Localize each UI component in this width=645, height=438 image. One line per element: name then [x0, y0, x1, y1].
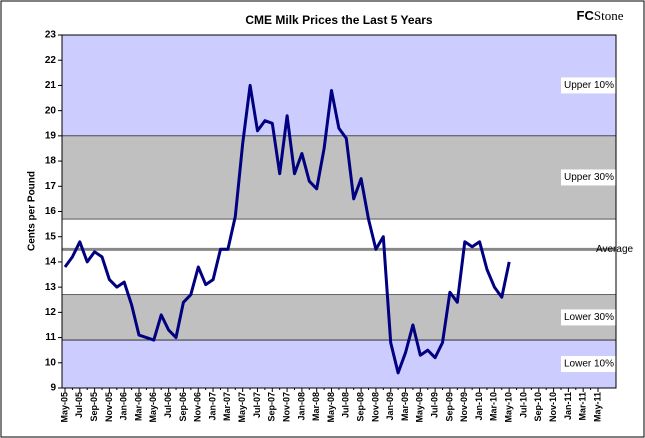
- band-label-box: [561, 309, 617, 326]
- x-tick-label: Sep-06: [178, 392, 188, 422]
- y-tick-label: 18: [45, 156, 57, 167]
- x-tick-label: Jan-09: [385, 392, 395, 421]
- x-tick-label: May-11: [592, 392, 602, 422]
- band-label-box: [561, 169, 617, 186]
- x-tick-label: Jul-10: [518, 392, 528, 418]
- x-tick-label: Mar-08: [311, 392, 321, 421]
- x-tick-label: May-10: [504, 392, 514, 423]
- x-tick-label: Jul-07: [252, 392, 262, 418]
- x-tick-label: Jul-06: [163, 392, 173, 418]
- band: [61, 135, 617, 220]
- x-tick-label: Jan-10: [474, 392, 484, 421]
- price-line: [63, 83, 511, 375]
- y-tick-label: 9: [50, 383, 56, 394]
- band: [61, 294, 617, 341]
- x-tick-label: Jan-11: [563, 392, 573, 420]
- x-tick-label: Sep-05: [89, 392, 99, 422]
- band-label-box: [561, 77, 617, 94]
- x-tick-label: Mar-09: [400, 392, 410, 421]
- x-tick-label: Nov-06: [193, 392, 203, 422]
- y-tick-label: 14: [45, 257, 57, 268]
- x-tick-label: Mar-07: [222, 392, 232, 421]
- band-label: Upper 30%: [564, 172, 614, 183]
- x-tick-label: Sep-09: [444, 392, 454, 422]
- x-tick-label: May-05: [59, 392, 69, 423]
- band-label-box: [561, 356, 617, 373]
- x-tick-label: Mar-10: [489, 392, 499, 421]
- x-tick-label: Mar-11: [578, 392, 588, 421]
- x-tick-label: Sep-07: [267, 392, 277, 422]
- x-tick-label: Nov-09: [459, 392, 469, 422]
- y-tick-label: 15: [45, 231, 57, 242]
- y-tick-label: 16: [45, 206, 57, 217]
- x-tick-label: Jan-08: [296, 392, 306, 421]
- band-label: Upper 10%: [564, 80, 614, 91]
- y-tick-label: 19: [45, 130, 57, 141]
- x-tick-label: Sep-08: [355, 392, 365, 422]
- y-tick-label: 21: [45, 80, 57, 91]
- logo: FCStone: [577, 8, 624, 23]
- logo-bold: FC: [577, 8, 595, 23]
- x-tick-label: Sep-10: [533, 392, 543, 422]
- y-tick-label: 13: [45, 282, 57, 293]
- y-axis-label: Cents per Pound: [27, 171, 38, 251]
- x-tick-label: May-08: [326, 392, 336, 423]
- x-tick-label: Mar-06: [133, 392, 143, 421]
- x-tick-label: Nov-10: [548, 392, 558, 422]
- y-tick-label: 10: [45, 357, 57, 368]
- x-tick-label: Nov-05: [104, 392, 114, 422]
- x-tick-label: Nov-07: [281, 392, 291, 422]
- x-tick-label: Jul-08: [341, 392, 351, 418]
- y-tick-label: 22: [45, 55, 57, 66]
- band-label: Lower 30%: [564, 312, 614, 323]
- band: [61, 34, 617, 137]
- y-tick-label: 17: [45, 181, 57, 192]
- y-tick-label: 12: [45, 307, 57, 318]
- x-tick-label: Jul-09: [430, 392, 440, 418]
- chart-title: CME Milk Prices the Last 5 Years: [245, 13, 433, 27]
- band: [61, 339, 617, 389]
- x-tick-label: May-06: [148, 392, 158, 423]
- logo-rest: Stone: [594, 8, 624, 23]
- band-label: Lower 10%: [564, 359, 614, 370]
- x-tick-label: Jan-06: [119, 392, 129, 421]
- x-tick-label: May-07: [237, 392, 247, 423]
- x-tick-label: May-09: [415, 392, 425, 423]
- x-tick-label: Jul-05: [74, 392, 84, 418]
- y-tick-label: 11: [45, 332, 56, 343]
- x-tick-label: Jan-07: [207, 392, 217, 421]
- average-label: Average: [596, 244, 634, 255]
- x-tick-label: Nov-08: [370, 392, 380, 422]
- y-tick-label: 20: [45, 105, 57, 116]
- y-tick-label: 23: [45, 30, 57, 41]
